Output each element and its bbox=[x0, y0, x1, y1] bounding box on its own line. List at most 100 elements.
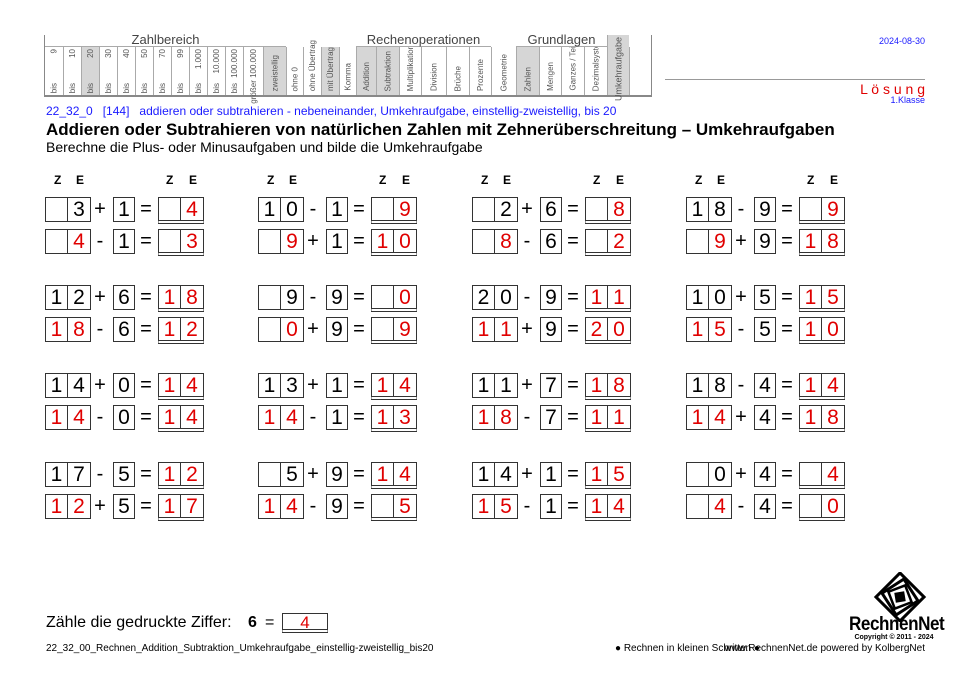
equals-sign: = bbox=[140, 495, 152, 517]
category-label: 9 bbox=[49, 49, 59, 54]
category-column: Geometrie bbox=[491, 47, 516, 95]
second-operand: 5 bbox=[754, 317, 776, 342]
tens-digit: 1 bbox=[586, 463, 608, 486]
tens-digit: 1 bbox=[473, 318, 495, 341]
ones-digit: 2 bbox=[613, 230, 625, 253]
result-box[interactable]: 9 bbox=[371, 197, 417, 224]
result-box[interactable]: 4 bbox=[158, 197, 204, 224]
result-box[interactable]: 9 bbox=[371, 317, 417, 344]
ones-digit: 5 bbox=[500, 495, 512, 518]
equals-sign: = bbox=[567, 286, 579, 308]
logo-name: RechnenNet bbox=[849, 614, 945, 635]
category-label: Komma bbox=[343, 63, 353, 91]
tens-digit: 1 bbox=[586, 495, 608, 518]
category-label: bis bbox=[230, 82, 239, 93]
category-column: Umkehraufgabe bbox=[607, 35, 629, 101]
second-operand: 9 bbox=[326, 317, 348, 342]
tens-digit: 1 bbox=[159, 318, 181, 341]
column-header-tens: Z bbox=[166, 173, 174, 187]
operator-plus: + bbox=[735, 463, 747, 485]
result-box[interactable]: 5 bbox=[371, 494, 417, 521]
ones-digit: 4 bbox=[186, 374, 198, 397]
tens-digit: 1 bbox=[687, 406, 709, 429]
ones-digit: 8 bbox=[73, 318, 85, 341]
second-operand: 1 bbox=[326, 197, 348, 222]
tens-digit: 1 bbox=[800, 406, 822, 429]
column-header-tens: Z bbox=[379, 173, 387, 187]
tens-digit: 1 bbox=[586, 286, 608, 309]
second-operand: 7 bbox=[540, 405, 562, 430]
result-box[interactable]: 8 bbox=[585, 197, 631, 224]
tens-digit: 1 bbox=[473, 495, 495, 518]
category-label: 100.000 bbox=[230, 49, 239, 78]
logo-copyright: Copyright © 2011 - 2024 bbox=[854, 634, 934, 641]
operator-minus: - bbox=[96, 463, 104, 485]
ones-digit: 4 bbox=[73, 406, 85, 429]
second-operand: 1 bbox=[326, 405, 348, 430]
ones-digit: 4 bbox=[399, 374, 411, 397]
solution-label: L ö s u n g bbox=[860, 81, 925, 97]
ones-digit: 0 bbox=[500, 286, 512, 309]
ones-digit: 1 bbox=[500, 318, 512, 341]
tens-digit bbox=[46, 198, 68, 221]
equals-sign: = bbox=[781, 230, 793, 252]
second-operand: 6 bbox=[540, 229, 562, 254]
equals-sign: = bbox=[567, 406, 579, 428]
result-box[interactable]: 4 bbox=[799, 462, 845, 489]
tens-digit bbox=[159, 230, 181, 252]
operator-plus: + bbox=[521, 198, 533, 220]
count-task-answer[interactable]: 4 bbox=[282, 613, 328, 633]
operator-minus: - bbox=[309, 286, 317, 308]
logo: RechnenNet Copyright © 2011 - 2024 bbox=[840, 570, 960, 642]
result-box[interactable]: 3 bbox=[158, 229, 204, 256]
second-operand: 1 bbox=[326, 373, 348, 398]
operator-plus: + bbox=[94, 286, 106, 308]
category-label: 30 bbox=[104, 49, 113, 58]
result-box[interactable]: 2 bbox=[585, 229, 631, 256]
result-box[interactable]: 0 bbox=[799, 494, 845, 521]
category-group-title: Grundlagen bbox=[516, 33, 607, 47]
footer-filename: 22_32_00_Rechnen_Addition_Subtraktion_Um… bbox=[46, 643, 434, 654]
ones-digit: 4 bbox=[827, 374, 839, 397]
operator-plus: + bbox=[735, 406, 747, 428]
first-operand: 5 bbox=[258, 462, 304, 487]
second-operand: 6 bbox=[113, 285, 135, 310]
result-box[interactable]: 9 bbox=[799, 197, 845, 224]
tens-digit: 1 bbox=[259, 406, 281, 429]
count-task-label: Zähle die gedruckte Ziffer: bbox=[46, 614, 232, 631]
column-header-tens: Z bbox=[593, 173, 601, 187]
category-label: zweistellig bbox=[270, 54, 280, 91]
ones-digit: 1 bbox=[500, 374, 512, 397]
equals-sign: = bbox=[353, 495, 365, 517]
category-column: 1.000 bis bbox=[189, 47, 207, 95]
result-box[interactable]: 0 bbox=[371, 285, 417, 312]
category-label: 50 bbox=[140, 49, 149, 58]
ones-digit: 8 bbox=[714, 198, 726, 221]
column-header-ones: E bbox=[830, 173, 839, 187]
category-column: 50 bis bbox=[135, 47, 153, 95]
operator-plus: + bbox=[94, 495, 106, 517]
